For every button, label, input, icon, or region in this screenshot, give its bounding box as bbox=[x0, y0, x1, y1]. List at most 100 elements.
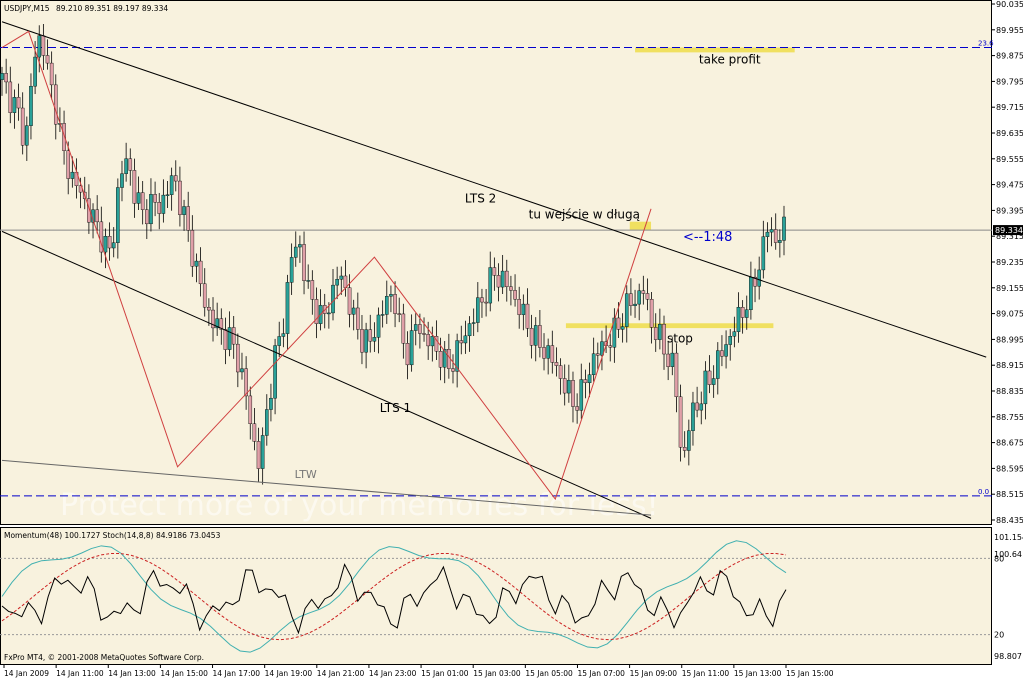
candle bbox=[753, 268, 757, 303]
candle bbox=[211, 297, 215, 342]
candle bbox=[380, 300, 385, 328]
candle-body bbox=[608, 345, 613, 348]
candle bbox=[178, 166, 182, 227]
candle bbox=[70, 156, 75, 188]
candle-body bbox=[653, 327, 658, 340]
candle-body bbox=[529, 328, 534, 346]
candle-body bbox=[389, 294, 393, 297]
candle-body bbox=[749, 276, 753, 310]
candle-body bbox=[558, 365, 563, 379]
candle-body bbox=[413, 324, 418, 331]
candle bbox=[202, 268, 207, 317]
candle-body bbox=[20, 107, 25, 146]
candle bbox=[624, 285, 629, 343]
candle bbox=[533, 317, 538, 362]
candle bbox=[37, 25, 42, 73]
candle-body bbox=[116, 187, 120, 243]
candle-body bbox=[682, 447, 687, 451]
candle-body bbox=[662, 323, 666, 355]
candle-body bbox=[620, 326, 625, 330]
candle-body bbox=[579, 379, 584, 411]
annotation-3: <--1:48 bbox=[683, 230, 732, 245]
candle-body bbox=[720, 350, 724, 357]
candle-body bbox=[198, 260, 203, 285]
candle-body bbox=[422, 333, 426, 335]
candle-body bbox=[269, 397, 273, 410]
candle bbox=[600, 330, 604, 371]
candle-body bbox=[70, 171, 75, 179]
candle-body bbox=[0, 73, 4, 80]
candle bbox=[517, 286, 521, 329]
candle-body bbox=[645, 293, 650, 300]
zigzag-layer bbox=[1, 30, 652, 501]
y-tick-label: 89.395 bbox=[996, 206, 1023, 215]
indicator-y-label: 80 bbox=[994, 554, 1004, 563]
candle-body bbox=[310, 280, 315, 300]
candle bbox=[389, 285, 393, 313]
candle bbox=[562, 364, 567, 406]
y-tick-label: 89.715 bbox=[996, 103, 1023, 112]
zone-1 bbox=[565, 323, 774, 329]
candle-body bbox=[658, 323, 662, 340]
candle bbox=[277, 321, 282, 358]
candle-body bbox=[703, 370, 708, 405]
candle-body bbox=[442, 349, 447, 368]
candle bbox=[629, 278, 633, 316]
y-tick-label: 88.755 bbox=[996, 413, 1023, 422]
candles-layer bbox=[0, 23, 786, 485]
candle bbox=[711, 365, 716, 398]
candle-body bbox=[600, 341, 604, 356]
candle bbox=[153, 181, 157, 217]
candle-body bbox=[509, 286, 513, 291]
main-panel-border bbox=[0, 0, 992, 525]
candle bbox=[293, 231, 298, 267]
candle-body bbox=[202, 283, 207, 308]
candle bbox=[509, 275, 513, 306]
candle bbox=[8, 66, 13, 124]
candle bbox=[4, 58, 8, 94]
candle bbox=[757, 256, 761, 300]
candle-body bbox=[306, 280, 310, 282]
candle-body bbox=[736, 307, 741, 332]
candle bbox=[521, 294, 526, 331]
candle bbox=[778, 229, 782, 258]
sub-panel-border bbox=[0, 527, 992, 665]
candle-body bbox=[227, 327, 232, 350]
zigzag-line bbox=[1, 30, 652, 501]
candle-body bbox=[761, 236, 766, 271]
candle bbox=[219, 308, 224, 345]
annotation-2: tu wejście w długą bbox=[529, 207, 640, 221]
candle bbox=[525, 288, 530, 338]
candle bbox=[740, 300, 745, 334]
candle bbox=[53, 74, 58, 140]
candle-body bbox=[87, 198, 91, 223]
candle-body bbox=[223, 329, 228, 350]
y-tick-label: 88.835 bbox=[996, 387, 1023, 396]
candle bbox=[736, 292, 741, 343]
candle-body bbox=[236, 343, 240, 373]
candle-body bbox=[740, 307, 745, 318]
candle bbox=[662, 315, 666, 370]
candle bbox=[554, 347, 559, 377]
candle bbox=[459, 325, 464, 355]
candle-body bbox=[724, 344, 728, 357]
candle bbox=[140, 181, 145, 225]
zones-layer bbox=[565, 47, 795, 329]
candle bbox=[364, 322, 368, 369]
candle bbox=[583, 369, 588, 399]
candle bbox=[231, 316, 236, 359]
annotation-6: LTW bbox=[295, 468, 317, 481]
candle-body bbox=[773, 229, 778, 243]
candle bbox=[587, 362, 592, 398]
candle-body bbox=[554, 362, 559, 366]
candle bbox=[136, 176, 141, 210]
candle-body bbox=[49, 62, 54, 86]
candle-body bbox=[484, 301, 488, 304]
trendline-2 bbox=[1, 459, 652, 516]
y-tick-label: 89.075 bbox=[996, 310, 1023, 319]
candle bbox=[314, 287, 319, 339]
candle bbox=[591, 337, 596, 382]
ohlc-header: 89.210 89.351 89.197 89.334 bbox=[56, 4, 168, 13]
candle bbox=[207, 298, 211, 326]
